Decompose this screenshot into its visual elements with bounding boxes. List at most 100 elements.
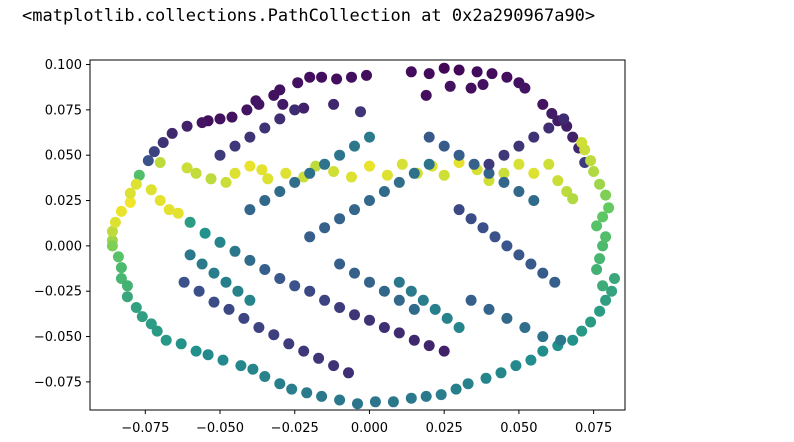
scatter-point-220 bbox=[244, 294, 256, 306]
scatter-point-109 bbox=[130, 178, 142, 190]
scatter-point-181 bbox=[537, 267, 549, 279]
scatter-point-116 bbox=[190, 167, 202, 179]
scatter-point-212 bbox=[498, 176, 510, 188]
scatter-point-175 bbox=[465, 213, 477, 225]
scatter-point-72 bbox=[334, 394, 346, 406]
scatter-point-209 bbox=[453, 149, 465, 161]
scatter-point-95 bbox=[591, 264, 603, 275]
scatter-point-90 bbox=[594, 305, 606, 317]
scatter-point-51 bbox=[112, 251, 124, 263]
scatter-point-29 bbox=[444, 80, 456, 92]
scatter-point-118 bbox=[220, 176, 232, 188]
scatter-point-69 bbox=[286, 383, 298, 395]
scatter-point-214 bbox=[528, 195, 540, 206]
scatter-point-121 bbox=[256, 164, 268, 176]
scatter-point-16 bbox=[471, 66, 483, 78]
x-tick-label: −0.050 bbox=[196, 421, 244, 436]
scatter-point-120 bbox=[244, 160, 256, 172]
scatter-point-207 bbox=[423, 131, 435, 143]
scatter-point-31 bbox=[477, 79, 489, 90]
scatter-point-17 bbox=[486, 68, 498, 80]
scatter-point-50 bbox=[106, 240, 118, 252]
scatter-point-152 bbox=[304, 285, 316, 297]
x-tick-label: −0.075 bbox=[121, 421, 169, 436]
scatter-point-40 bbox=[250, 95, 262, 107]
scatter-point-200 bbox=[274, 186, 286, 197]
scatter-point-217 bbox=[208, 267, 220, 279]
scatter-point-80 bbox=[462, 378, 474, 390]
scatter-point-100 bbox=[597, 211, 609, 223]
y-tick-label: −0.050 bbox=[34, 330, 82, 345]
scatter-point-227 bbox=[334, 258, 346, 270]
scatter-point-59 bbox=[151, 325, 163, 337]
scatter-point-101 bbox=[603, 202, 615, 214]
scatter-point-88 bbox=[576, 325, 588, 337]
scatter-point-238 bbox=[558, 113, 570, 125]
scatter-point-108 bbox=[124, 187, 136, 199]
scatter-point-172 bbox=[328, 360, 340, 372]
scatter-point-98 bbox=[600, 231, 612, 243]
scatter-point-197 bbox=[423, 158, 435, 170]
scatter-point-163 bbox=[193, 285, 205, 297]
scatter-point-32 bbox=[214, 113, 226, 125]
scatter-point-5 bbox=[274, 84, 286, 96]
scatter-point-230 bbox=[378, 285, 390, 297]
scatter-point-171 bbox=[313, 352, 325, 364]
scatter-point-189 bbox=[304, 231, 316, 243]
scatter-point-236 bbox=[483, 158, 495, 170]
scatter-point-221 bbox=[393, 276, 405, 288]
scatter-point-154 bbox=[334, 302, 346, 313]
x-tick-label: −0.025 bbox=[271, 421, 319, 436]
scatter-point-180 bbox=[525, 258, 537, 270]
scatter-point-188 bbox=[555, 334, 567, 346]
scatter-point-68 bbox=[274, 378, 286, 390]
scatter-point-210 bbox=[468, 158, 480, 170]
scatter-point-165 bbox=[223, 303, 235, 315]
scatter-point-244 bbox=[289, 104, 301, 116]
scatter-point-43 bbox=[328, 98, 340, 110]
scatter-point-75 bbox=[387, 396, 399, 408]
scatter-point-168 bbox=[268, 329, 280, 341]
scatter-point-234 bbox=[513, 140, 525, 152]
scatter-point-79 bbox=[450, 383, 462, 395]
scatter-point-211 bbox=[483, 167, 495, 179]
scatter-point-34 bbox=[181, 120, 193, 132]
scatter-point-170 bbox=[298, 345, 310, 357]
scatter-point-162 bbox=[178, 276, 190, 288]
scatter-point-103 bbox=[594, 178, 606, 190]
scatter-point-202 bbox=[304, 167, 316, 179]
scatter-point-205 bbox=[349, 140, 360, 152]
scatter-point-153 bbox=[319, 294, 331, 306]
scatter-point-160 bbox=[423, 340, 435, 352]
scatter-point-129 bbox=[381, 169, 393, 181]
scatter-point-89 bbox=[585, 316, 597, 328]
scatter-point-9 bbox=[331, 73, 343, 85]
scatter-point-49 bbox=[124, 196, 136, 208]
scatter-point-119 bbox=[229, 167, 241, 179]
scatter-point-60 bbox=[160, 334, 172, 346]
scatter-point-201 bbox=[289, 176, 301, 188]
scatter-point-67 bbox=[259, 371, 271, 382]
scatter-point-222 bbox=[405, 285, 417, 297]
scatter-point-11 bbox=[361, 69, 372, 81]
scatter-point-25 bbox=[567, 131, 579, 143]
scatter-point-15 bbox=[453, 64, 465, 76]
scatter-point-91 bbox=[600, 294, 612, 306]
scatter-point-226 bbox=[453, 322, 465, 333]
scatter-point-149 bbox=[259, 264, 271, 275]
scatter-point-159 bbox=[408, 334, 420, 346]
scatter-point-225 bbox=[441, 312, 453, 324]
scatter-point-229 bbox=[364, 276, 375, 288]
scatter-point-57 bbox=[136, 311, 148, 323]
scatter-point-242 bbox=[259, 122, 271, 134]
scatter-point-158 bbox=[393, 327, 405, 339]
scatter-point-182 bbox=[549, 276, 561, 288]
scatter-point-78 bbox=[435, 389, 447, 401]
scatter-point-36 bbox=[157, 137, 169, 148]
scatter-point-28 bbox=[420, 89, 432, 101]
scatter-point-145 bbox=[199, 227, 211, 239]
scatter-point-228 bbox=[349, 267, 360, 279]
scatter-point-208 bbox=[438, 140, 450, 152]
scatter-point-156 bbox=[364, 314, 375, 326]
